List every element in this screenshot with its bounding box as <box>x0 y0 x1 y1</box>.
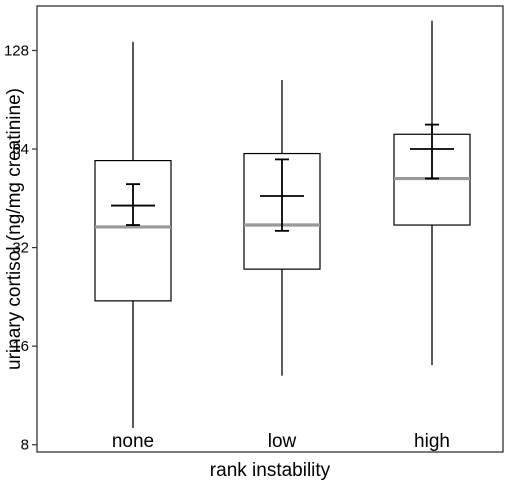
box-none <box>94 41 172 428</box>
category-labels: none low high <box>112 431 450 452</box>
y-tick-label: 8 <box>21 437 29 454</box>
category-label: low <box>268 431 297 452</box>
y-tick-label: 16 <box>12 338 29 355</box>
y-tick-label: 64 <box>12 141 29 158</box>
y-axis-title: urinary cortisol (ng/mg creatinine) <box>4 88 25 370</box>
x-axis-title: rank instability <box>210 460 331 481</box>
category-label: none <box>112 431 154 452</box>
y-tick-label: 32 <box>12 240 29 257</box>
y-tick-label: 128 <box>4 42 29 59</box>
box-low <box>243 79 321 376</box>
category-label: high <box>414 431 450 452</box>
box-high <box>393 20 471 366</box>
box-iqr <box>94 159 172 302</box>
y-axis: 8 16 32 64 128 <box>4 42 37 454</box>
boxplots <box>94 20 471 428</box>
